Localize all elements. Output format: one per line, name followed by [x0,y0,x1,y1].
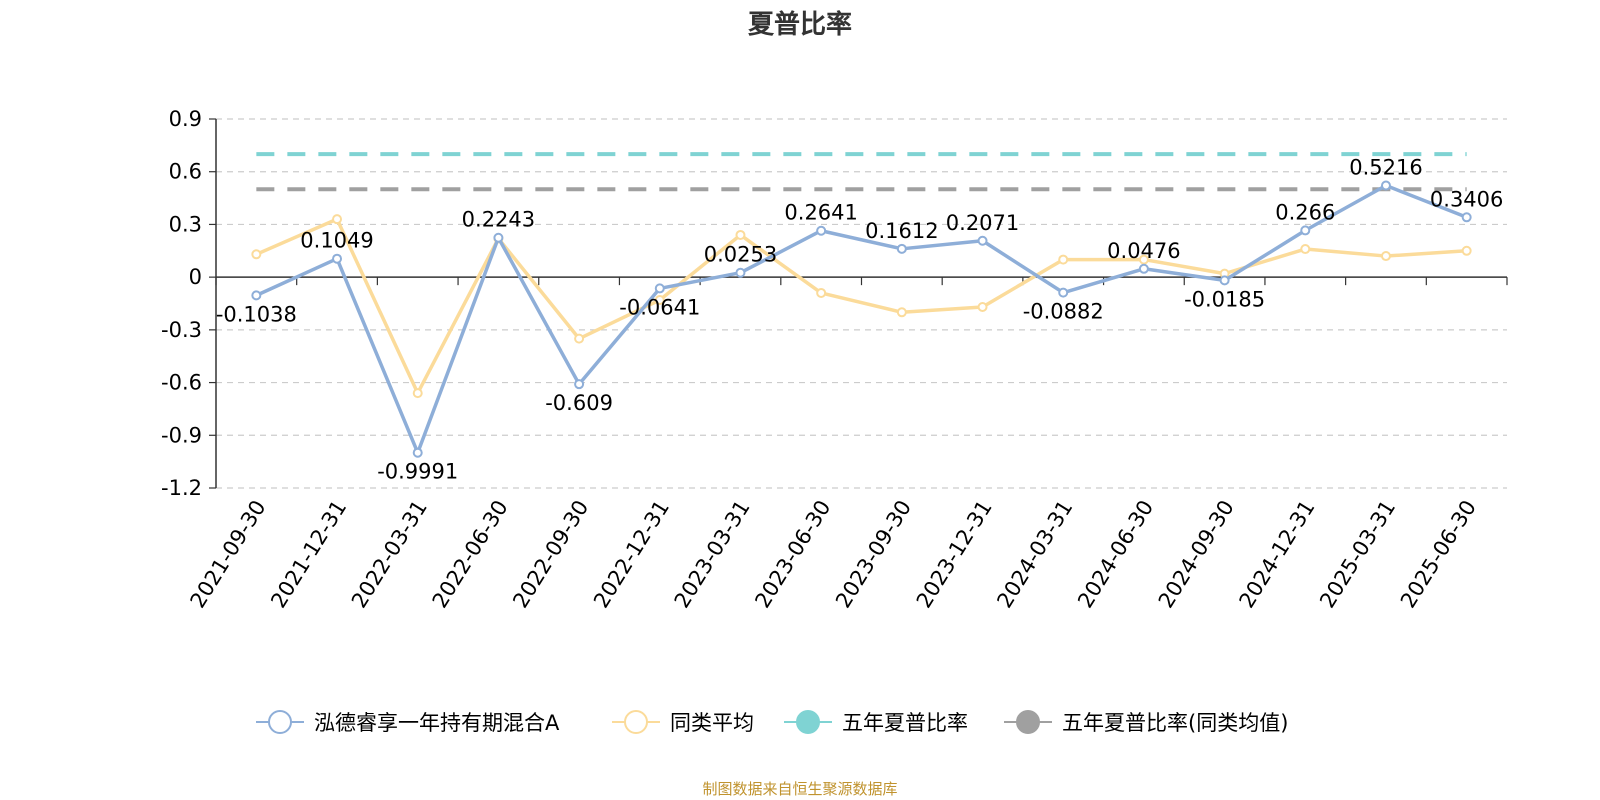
x-tick-label: 2022-06-30 [428,496,513,612]
data-label: 0.3406 [1430,187,1503,211]
x-tick-label: 2023-03-31 [670,496,755,612]
y-tick-label: 0.6 [169,160,202,184]
data-point [1138,263,1149,274]
reference-lines [256,152,1467,192]
data-point [251,290,262,301]
legend-label: 五年夏普比率(同类均值) [1062,711,1288,735]
y-tick-label: 0.9 [169,107,202,131]
data-point [251,249,262,260]
data-label: 0.1049 [300,229,373,253]
x-tick-label: 2024-06-30 [1073,496,1158,612]
y-tick-label: -0.3 [161,318,202,342]
axis-layer: 0.9 0.6 0.3 0 -0.3 -0.6 -0.9 -1.22021-09-302021… [161,107,1508,612]
data-point [1058,287,1069,298]
legend-label: 同类平均 [670,711,754,735]
y-tick-label: -0.9 [161,423,202,447]
legend-item: 同类平均 [612,710,754,735]
x-tick-label: 2024-12-31 [1234,496,1319,612]
data-point [332,214,343,225]
data-point [896,307,907,318]
data-label: 0.2071 [946,211,1019,235]
data-point [816,225,827,236]
data-point [735,267,746,278]
series-line [255,183,1468,455]
x-tick-label: 2023-06-30 [750,496,835,612]
data-label: -0.0882 [1023,300,1104,324]
data-point [332,253,343,264]
series-layer [251,180,1472,458]
data-point [493,232,504,243]
legend-marker-icon [624,710,648,734]
legend-label: 泓德睿享一年持有期混合A [314,711,560,735]
x-tick-label: 2025-03-31 [1315,496,1400,612]
chart-title: 夏普比率 [747,10,852,40]
data-label: -0.1038 [216,302,297,326]
x-tick-label: 2022-03-31 [347,496,432,612]
x-tick-label: 2024-09-30 [1154,496,1239,612]
data-label: -0.609 [545,391,613,415]
y-tick-label: 0 [189,265,202,289]
x-tick-label: 2023-12-31 [912,496,997,612]
x-tick-label: 2021-09-30 [186,496,271,612]
data-point [735,229,746,240]
data-point [574,379,585,390]
data-labels: -0.1038 0.1049 -0.9991 0.2243 -0.609 -0.0641 0… [216,155,1504,483]
legend-item: 五年夏普比率 [784,710,968,735]
data-label: 0.1612 [865,219,938,243]
data-point [1300,225,1311,236]
data-point [1138,254,1149,265]
data-point [654,283,665,294]
x-tick-label: 2022-12-31 [589,496,674,612]
data-label: -0.0185 [1184,287,1265,311]
data-label: -0.0641 [619,295,700,319]
data-point [654,294,665,305]
data-label: 0.2641 [784,201,857,225]
legend-item: 泓德睿享一年持有期混合A [256,710,560,735]
data-point [1461,245,1472,256]
data-label: 0.5216 [1349,155,1422,179]
x-tick-label: 2021-12-31 [266,496,351,612]
data-label: 0.0253 [704,243,777,267]
legend: 泓德睿享一年持有期混合A 同类平均 五年夏普比率 五年夏普比率(同类均值) [256,710,1288,735]
legend-marker-icon [268,710,292,734]
y-tick-label: 0.3 [169,212,202,236]
legend-item: 五年夏普比率(同类均值) [1004,710,1288,735]
data-point [977,235,988,246]
data-label: -0.9991 [377,460,458,484]
x-tick-label: 2022-09-30 [508,496,593,612]
series-line [255,217,1467,395]
legend-label: 五年夏普比率 [842,711,968,735]
data-point [1461,212,1472,223]
legend-marker-icon [1016,710,1040,734]
data-point [1058,254,1069,265]
data-point [977,302,988,313]
data-point [896,243,907,254]
data-point [412,447,423,458]
source-note: 制图数据来自恒生聚源数据库 [702,780,898,798]
x-tick-label: 2025-06-30 [1396,496,1481,612]
data-point [1300,244,1311,255]
data-label: 0.2243 [462,208,535,232]
data-point [1380,251,1391,262]
data-point [412,388,423,399]
data-label: 0.0476 [1107,239,1180,263]
data-point [1219,275,1230,286]
data-point [1380,180,1391,191]
x-tick-label: 2024-03-31 [992,496,1077,612]
data-point [574,333,585,344]
y-tick-label: -0.6 [161,371,202,395]
legend-marker-icon [796,710,820,734]
data-label: 0.266 [1275,200,1335,224]
data-point [816,287,827,298]
y-tick-label: -1.2 [161,476,202,500]
x-tick-label: 2023-09-30 [831,496,916,612]
